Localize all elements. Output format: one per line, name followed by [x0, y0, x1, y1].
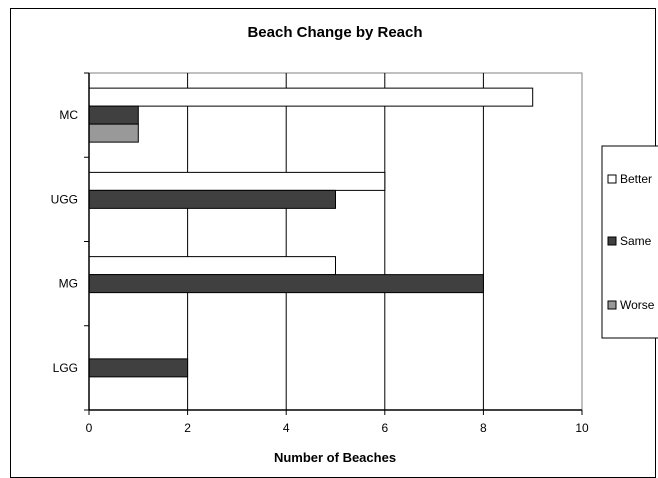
- bar-mc-same: [88, 105, 139, 125]
- legend-swatch-worse: [607, 300, 617, 310]
- bar-mc-worse: [88, 123, 139, 143]
- x-tick-label-5: 10: [575, 421, 589, 435]
- x-tick-label-2: 4: [283, 421, 290, 435]
- x-axis-title: Number of Beaches: [274, 450, 396, 464]
- x-tick-label-1: 2: [184, 421, 191, 435]
- legend-label-same: Same: [620, 234, 652, 248]
- category-label-ugg: UGG: [51, 192, 78, 206]
- y-category-labels: MC UGG MG LGG: [51, 108, 79, 375]
- bars: [88, 87, 534, 378]
- category-label-mc: MC: [59, 108, 78, 122]
- legend-label-worse: Worse: [620, 298, 655, 312]
- legend-swatch-same: [607, 236, 617, 246]
- legend-label-better: Better: [620, 172, 652, 186]
- chart-title: Beach Change by Reach: [247, 24, 422, 41]
- bar-mg-same: [88, 274, 484, 294]
- bar-mg-better: [88, 256, 336, 276]
- bar-lgg-same: [88, 358, 189, 378]
- x-tick-label-0: 0: [86, 421, 93, 435]
- legend-swatch-better: [607, 174, 617, 184]
- category-label-lgg: LGG: [53, 361, 78, 375]
- category-label-mg: MG: [59, 277, 78, 291]
- bar-chart: Beach Change by Reach 0 2 4 6 8 10 MC UGG MG LGG…: [51, 24, 658, 464]
- legend: Better Same Worse: [601, 145, 658, 339]
- bar-ugg-same: [88, 189, 336, 209]
- gridlines: [187, 73, 484, 410]
- axes: [84, 72, 583, 415]
- x-tick-labels: 0 2 4 6 8 10: [86, 421, 589, 435]
- x-tick-label-4: 8: [480, 421, 487, 435]
- bar-ugg-better: [88, 171, 386, 191]
- plot-area: [88, 72, 583, 411]
- x-tick-label-3: 6: [381, 421, 388, 435]
- bar-mc-better: [88, 87, 534, 107]
